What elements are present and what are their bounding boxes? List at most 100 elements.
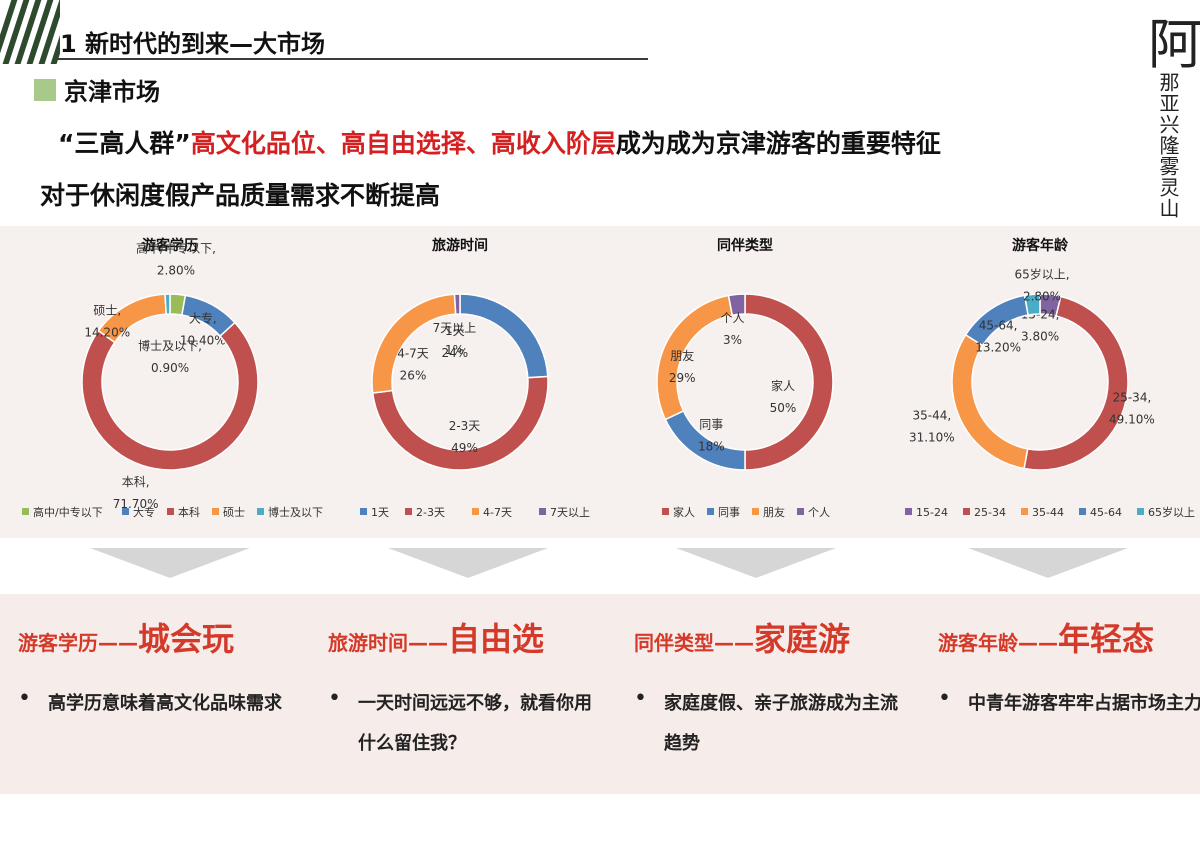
legend-label: 同事 [718, 506, 740, 519]
slice-label: 高中/中专以下, [136, 240, 216, 255]
slice-label: 50% [770, 401, 797, 415]
chart-title: 游客年龄 [1012, 237, 1069, 254]
legend-swatch [1079, 508, 1086, 515]
intro-post: 成为成为京津游客的重要特征 [615, 129, 941, 158]
down-arrow-icon [388, 548, 548, 578]
donut-slice [459, 293, 549, 379]
legend-label: 35-44 [1032, 506, 1064, 519]
legend-swatch [257, 508, 264, 515]
legend-label: 1天 [371, 506, 389, 519]
legend-swatch [1021, 508, 1028, 515]
slice-label: 10.40% [180, 333, 226, 347]
bullet-icon: • [634, 686, 647, 711]
donut-slice [1023, 295, 1129, 471]
conclusion-column-companion: 同伴类型——家庭游 • 家庭度假、亲子旅游成为主流趋势 [634, 594, 924, 794]
intro-line-1: “三高人群”高文化品位、高自由选择、高收入阶层成为成为京津游客的重要特征 [58, 124, 941, 160]
section-heading: 京津市场 [34, 72, 160, 107]
legend-swatch [707, 508, 714, 515]
slice-label: 本科, [122, 475, 150, 489]
slice-label: 49% [451, 441, 478, 455]
legend-swatch [22, 508, 29, 515]
legend-label: 硕士 [223, 506, 245, 519]
legend-label: 本科 [178, 505, 200, 519]
slice-label: 3% [723, 333, 742, 347]
legend-swatch [212, 508, 219, 515]
legend-swatch [405, 508, 412, 515]
slice-label: 2-3天 [449, 419, 481, 433]
down-arrow-icon [968, 548, 1128, 578]
slice-label: 13.20% [975, 341, 1021, 355]
slice-label: 14.20% [84, 325, 130, 339]
intro-line-2: 对于休闲度假产品质量需求不断提高 [40, 181, 441, 210]
legend-swatch [797, 508, 804, 515]
legend-label: 朋友 [763, 505, 785, 519]
bullet-icon: • [938, 686, 951, 711]
legend-swatch [539, 508, 546, 515]
chart-band [0, 226, 1200, 538]
slice-label: 1% [445, 343, 464, 357]
donut-slice [81, 321, 259, 471]
conclusion-column-education: 游客学历——城会玩 • 高学历意味着高文化品味需求 [18, 594, 308, 794]
donut-chart-3: 游客年龄15-24,3.80%25-34,49.10%35-44,31.10%4… [905, 237, 1195, 519]
brand-big-char: 阿 [1148, 13, 1200, 76]
chart-title: 同伴类型 [717, 237, 773, 254]
slice-label: 25-34, [1113, 391, 1152, 405]
legend-swatch [905, 508, 912, 515]
slice-label: 朋友 [670, 349, 694, 363]
legend-label: 2-3天 [416, 506, 445, 519]
slice-label: 博士及以下, [138, 338, 202, 353]
legend-swatch [1137, 508, 1144, 515]
donut-slice [164, 293, 171, 315]
section-title: 京津市场 [64, 78, 160, 106]
slice-label: 同事 [699, 418, 723, 432]
legend-swatch [662, 508, 669, 515]
slice-label: 1天 [445, 324, 465, 338]
legend-label: 博士及以下 [268, 506, 323, 519]
page-title: 1 新时代的到来—大市场 [60, 30, 326, 58]
slice-label: 家人 [771, 378, 795, 393]
slice-label: 个人 [720, 311, 744, 325]
slice-label: 2.80% [1023, 289, 1061, 303]
down-arrow-icon [90, 548, 250, 578]
intro-pre: “三高人群” [58, 129, 191, 158]
slice-label: 35-44, [913, 409, 952, 423]
slice-label: 29% [669, 371, 696, 385]
slice-label: 24% [442, 346, 469, 360]
conclusion-column-time: 旅游时间——自由选 • 一天时间远远不够，就看你用什么留住我？ [328, 594, 618, 794]
legend-label: 7天以上 [550, 506, 590, 519]
column-text: 高学历意味着高文化品味需求 [48, 693, 282, 714]
slice-label: 3.80% [1021, 329, 1059, 343]
slice-label: 49.10% [1109, 413, 1155, 427]
slice-label: 71.70% [113, 497, 159, 511]
legend-label: 大专 [133, 505, 155, 519]
column-text: 一天时间远远不够，就看你用什么留住我？ [358, 693, 592, 754]
legend-swatch [472, 508, 479, 515]
bullet-icon: • [18, 686, 31, 711]
slice-label: 65岁以上, [1014, 266, 1069, 281]
column-heading: 游客年龄——年轻态 [938, 620, 1155, 658]
legend-label: 家人 [673, 505, 695, 519]
donut-slice [1023, 293, 1041, 316]
legend-swatch [167, 508, 174, 515]
legend-label: 15-24 [916, 506, 948, 519]
legend-swatch [360, 508, 367, 515]
donut-slice [951, 333, 1029, 470]
column-heading: 旅游时间——自由选 [328, 620, 545, 658]
slice-label: 7天以上 [433, 321, 477, 335]
donut-slice [453, 293, 461, 315]
slice-label: 0.90% [151, 361, 189, 375]
slice-label: 4-7天 [397, 346, 429, 360]
slice-label: 大专, [189, 310, 217, 325]
slice-label: 26% [400, 368, 427, 382]
slice-label: 31.10% [909, 431, 955, 445]
donut-chart-1: 旅游时间 1天 24% 2-3天 49% 4-7天 26% 7天以上 1% 1天 2-3天 4-7天 7… [360, 237, 590, 519]
column-heading: 游客学历——城会玩 [18, 620, 235, 658]
brand-logo: 阿 那亚兴隆雾灵山 [1144, 0, 1200, 226]
intro-highlight: 高文化品位、高自由选择、高收入阶层 [190, 129, 616, 158]
section-square-icon [34, 78, 56, 101]
down-arrow-icon [676, 548, 836, 578]
bullet-icon: • [328, 686, 341, 711]
